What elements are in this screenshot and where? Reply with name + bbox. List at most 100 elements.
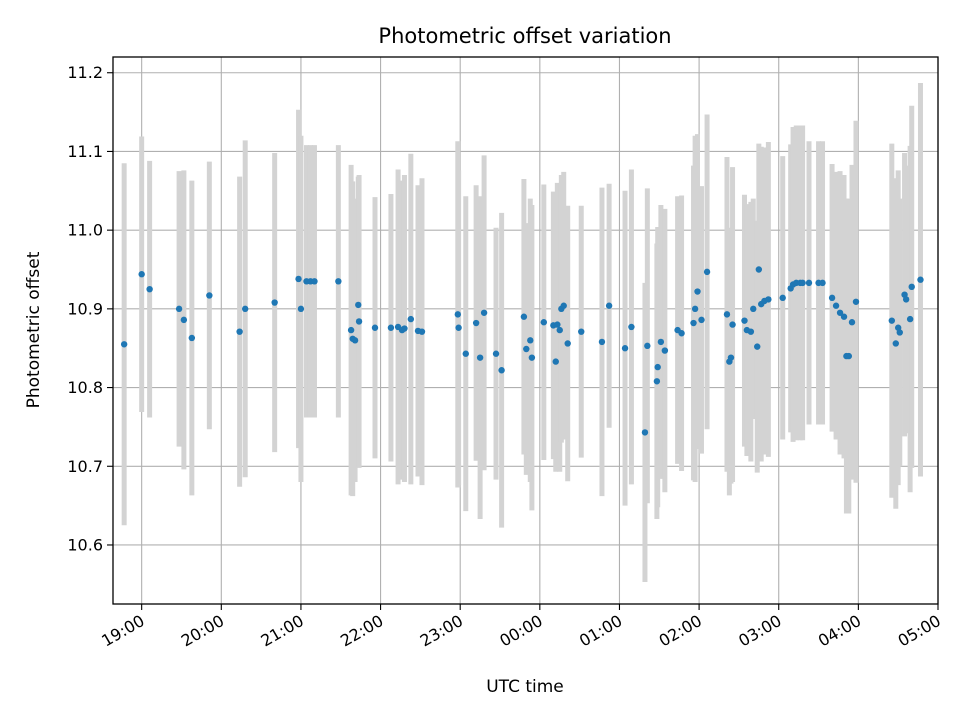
data-point xyxy=(641,429,649,436)
data-point xyxy=(644,342,651,350)
x-tick-label: 00:00 xyxy=(496,611,545,651)
data-point xyxy=(908,283,915,291)
data-point xyxy=(554,321,561,328)
data-point xyxy=(657,338,665,346)
y-tick-label: 11.2 xyxy=(67,63,103,82)
data-point xyxy=(297,305,305,313)
data-point xyxy=(552,358,559,365)
data-point xyxy=(407,315,415,323)
data-point xyxy=(755,266,763,273)
data-point xyxy=(621,345,629,352)
data-point xyxy=(598,338,606,346)
data-point xyxy=(723,311,731,318)
data-point xyxy=(698,316,705,324)
x-tick-label: 02:00 xyxy=(656,611,705,651)
data-point xyxy=(892,340,899,347)
data-point xyxy=(747,328,755,335)
data-point xyxy=(418,328,426,335)
y-tick-label: 10.9 xyxy=(67,299,103,318)
data-point xyxy=(605,302,613,309)
data-point xyxy=(741,317,748,324)
data-point xyxy=(628,323,635,331)
data-point xyxy=(138,271,145,278)
data-point xyxy=(848,319,856,326)
x-tick-label: 23:00 xyxy=(417,611,466,651)
data-point xyxy=(271,299,278,306)
plot-frame xyxy=(112,56,939,605)
data-point xyxy=(236,328,243,335)
data-point xyxy=(351,337,359,344)
y-tick-label: 10.7 xyxy=(67,457,103,476)
y-tick-label: 11.0 xyxy=(67,221,103,240)
x-tick-label: 20:00 xyxy=(178,611,227,651)
data-point xyxy=(805,279,813,287)
data-point xyxy=(146,285,153,293)
data-point xyxy=(750,305,757,313)
data-points xyxy=(120,266,924,436)
data-point xyxy=(311,278,318,285)
x-tick-label: 01:00 xyxy=(576,611,625,651)
data-point xyxy=(729,321,736,328)
data-point xyxy=(840,313,848,320)
data-point xyxy=(347,326,355,334)
data-point xyxy=(556,326,563,334)
data-point xyxy=(690,319,697,327)
data-point xyxy=(335,278,342,285)
data-point xyxy=(703,268,711,276)
data-point xyxy=(819,279,826,287)
data-point xyxy=(476,354,484,361)
data-point xyxy=(727,354,735,361)
x-tick-label: 03:00 xyxy=(735,611,784,651)
data-point xyxy=(836,309,844,316)
data-point xyxy=(754,343,761,350)
data-point xyxy=(852,298,860,305)
data-point xyxy=(917,276,924,283)
data-point xyxy=(765,296,772,303)
data-point xyxy=(691,305,699,313)
data-point xyxy=(295,275,302,283)
data-point xyxy=(180,316,188,324)
y-tick-label: 10.6 xyxy=(67,535,103,554)
y-axis-label: Photometric offset xyxy=(24,251,44,408)
data-point xyxy=(540,319,548,326)
data-point xyxy=(832,302,840,309)
data-point xyxy=(520,313,528,320)
data-point xyxy=(661,347,669,354)
x-tick-label: 21:00 xyxy=(258,611,307,651)
data-point xyxy=(654,363,661,371)
data-point xyxy=(779,294,786,302)
data-point xyxy=(241,305,249,313)
x-tick-label: 19:00 xyxy=(98,611,147,651)
data-point xyxy=(355,318,363,325)
data-point xyxy=(845,352,853,360)
data-point xyxy=(906,315,914,323)
data-point xyxy=(455,324,462,331)
y-tick-label: 11.1 xyxy=(67,142,103,161)
chart-title: Photometric offset variation xyxy=(378,24,671,48)
data-point xyxy=(564,340,571,347)
data-point xyxy=(523,345,530,353)
data-point xyxy=(355,301,362,309)
data-point xyxy=(188,334,196,342)
data-point xyxy=(678,330,685,337)
error-bars xyxy=(121,82,923,582)
data-point xyxy=(472,319,480,327)
data-point xyxy=(498,367,505,374)
data-point xyxy=(480,309,488,316)
data-point xyxy=(902,296,910,303)
data-point xyxy=(462,350,469,357)
data-point xyxy=(371,324,379,331)
data-point xyxy=(120,341,128,348)
data-point xyxy=(560,302,567,309)
data-point xyxy=(206,292,213,299)
data-point xyxy=(653,378,661,385)
data-point xyxy=(401,325,408,332)
data-point xyxy=(527,337,534,344)
data-point xyxy=(799,279,806,287)
x-axis-label: UTC time xyxy=(486,677,564,697)
data-point xyxy=(175,305,183,313)
data-point xyxy=(492,350,500,357)
x-tick-label: 22:00 xyxy=(337,611,386,651)
x-tick-label: 05:00 xyxy=(895,611,944,651)
